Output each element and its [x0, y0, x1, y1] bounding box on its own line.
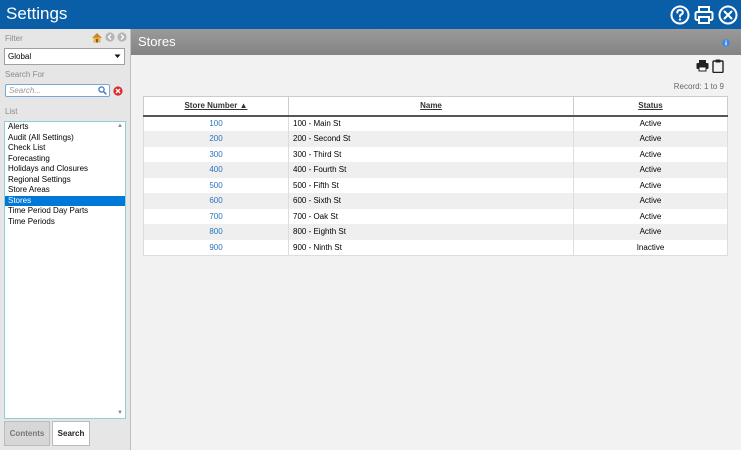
store-status: Active [573, 115, 728, 131]
store-status: Active [573, 224, 728, 240]
store-status: Active [573, 177, 728, 193]
search-input[interactable]: Search... [5, 84, 110, 97]
main-panel: Stores Record: 1 to 9 Store Number ▲ Nam… [131, 29, 741, 450]
store-name: 600 - Sixth St [288, 193, 574, 209]
list-item-check-list[interactable]: Check List [8, 143, 46, 152]
store-status: Active [573, 162, 728, 178]
filter-select-value: Global [8, 52, 32, 61]
store-name: 300 - Third St [288, 146, 574, 162]
list-item-time-periods[interactable]: Time Periods [8, 216, 55, 226]
store-number-link[interactable]: 800 [143, 224, 289, 240]
filter-toolbar [91, 32, 128, 44]
info-icon[interactable] [722, 39, 730, 47]
close-circle-icon[interactable] [718, 5, 738, 25]
help-circle-icon[interactable] [670, 5, 690, 25]
store-status: Active [573, 193, 728, 209]
record-count: Record: 1 to 9 [673, 82, 724, 91]
search-icon[interactable] [98, 86, 107, 95]
filter-select[interactable]: Global [4, 48, 125, 65]
store-status: Active [573, 131, 728, 147]
store-status: Active [573, 208, 728, 224]
title-bar: Settings [0, 0, 741, 29]
printer-icon[interactable] [694, 5, 714, 25]
store-number-link[interactable]: 300 [143, 146, 289, 162]
store-number-link[interactable]: 400 [143, 162, 289, 178]
list-item-alerts[interactable]: Alerts [8, 122, 29, 131]
clipboard-icon[interactable] [712, 59, 724, 73]
list-item-forecasting[interactable]: Forecasting [8, 153, 50, 163]
store-number-link[interactable]: 200 [143, 131, 289, 147]
table-row[interactable]: 500 500 - Fifth St Active [143, 177, 728, 193]
list-item-audit[interactable]: Audit (All Settings) [8, 132, 74, 142]
stores-table: Store Number ▲ Name Status 100 100 - Mai… [143, 96, 728, 256]
table-row[interactable]: 400 400 - Fourth St Active [143, 162, 728, 178]
printer-icon[interactable] [696, 59, 709, 72]
list-item-time-period-day-parts[interactable]: Time Period Day Parts [8, 206, 89, 215]
forward-arrow-icon[interactable] [117, 32, 128, 42]
app-title: Settings [6, 4, 68, 23]
table-row[interactable]: 900 900 - Ninth St Inactive [143, 239, 728, 256]
scroll-down-icon[interactable]: ▼ [117, 410, 123, 416]
store-number-link[interactable]: 500 [143, 177, 289, 193]
store-name: 100 - Main St [288, 115, 574, 131]
store-number-link[interactable]: 600 [143, 193, 289, 209]
panel-header: Stores [131, 29, 741, 55]
table-row[interactable]: 300 300 - Third St Active [143, 146, 728, 162]
table-row[interactable]: 100 100 - Main St Active [143, 115, 728, 131]
filter-label: Filter [5, 34, 23, 43]
store-name: 400 - Fourth St [288, 162, 574, 178]
store-name: 200 - Second St [288, 131, 574, 147]
tab-search[interactable]: Search [52, 421, 90, 446]
left-panel: Filter Global Search For Search... List [0, 29, 131, 450]
list-label: List [5, 107, 18, 116]
table-row[interactable]: 200 200 - Second St Active [143, 131, 728, 147]
list-item-holidays[interactable]: Holidays and Closures [8, 164, 89, 173]
scroll-up-icon[interactable]: ▲ [117, 123, 123, 129]
store-number-link[interactable]: 700 [143, 208, 289, 224]
store-name: 900 - Ninth St [288, 239, 574, 256]
store-name: 500 - Fifth St [288, 177, 574, 193]
tab-contents[interactable]: Contents [4, 421, 50, 446]
list-item-stores[interactable]: Stores [5, 195, 125, 206]
page-title: Stores [138, 34, 176, 49]
store-number-link[interactable]: 900 [143, 239, 289, 256]
store-number-link[interactable]: 100 [143, 115, 289, 131]
list-item-regional-settings[interactable]: Regional Settings [8, 174, 71, 184]
table-row[interactable]: 800 800 - Eighth St Active [143, 224, 728, 240]
column-header-status[interactable]: Status [573, 96, 728, 117]
table-row[interactable]: 700 700 - Oak St Active [143, 208, 728, 224]
column-header-name[interactable]: Name [288, 96, 574, 117]
chevron-down-icon [114, 54, 121, 58]
search-for-label: Search For [5, 70, 45, 79]
column-header-store-number[interactable]: Store Number ▲ [143, 96, 289, 117]
table-row[interactable]: 600 600 - Sixth St Active [143, 193, 728, 209]
store-status: Inactive [573, 239, 728, 256]
search-placeholder: Search... [9, 86, 42, 95]
settings-list[interactable]: Alerts Audit (All Settings) Check List F… [4, 121, 126, 419]
store-name: 700 - Oak St [288, 208, 574, 224]
clear-search-icon[interactable] [113, 86, 123, 96]
back-arrow-icon[interactable] [105, 32, 115, 42]
store-status: Active [573, 146, 728, 162]
list-item-store-areas[interactable]: Store Areas [8, 185, 50, 194]
home-icon[interactable] [91, 32, 103, 43]
store-name: 800 - Eighth St [288, 224, 574, 240]
